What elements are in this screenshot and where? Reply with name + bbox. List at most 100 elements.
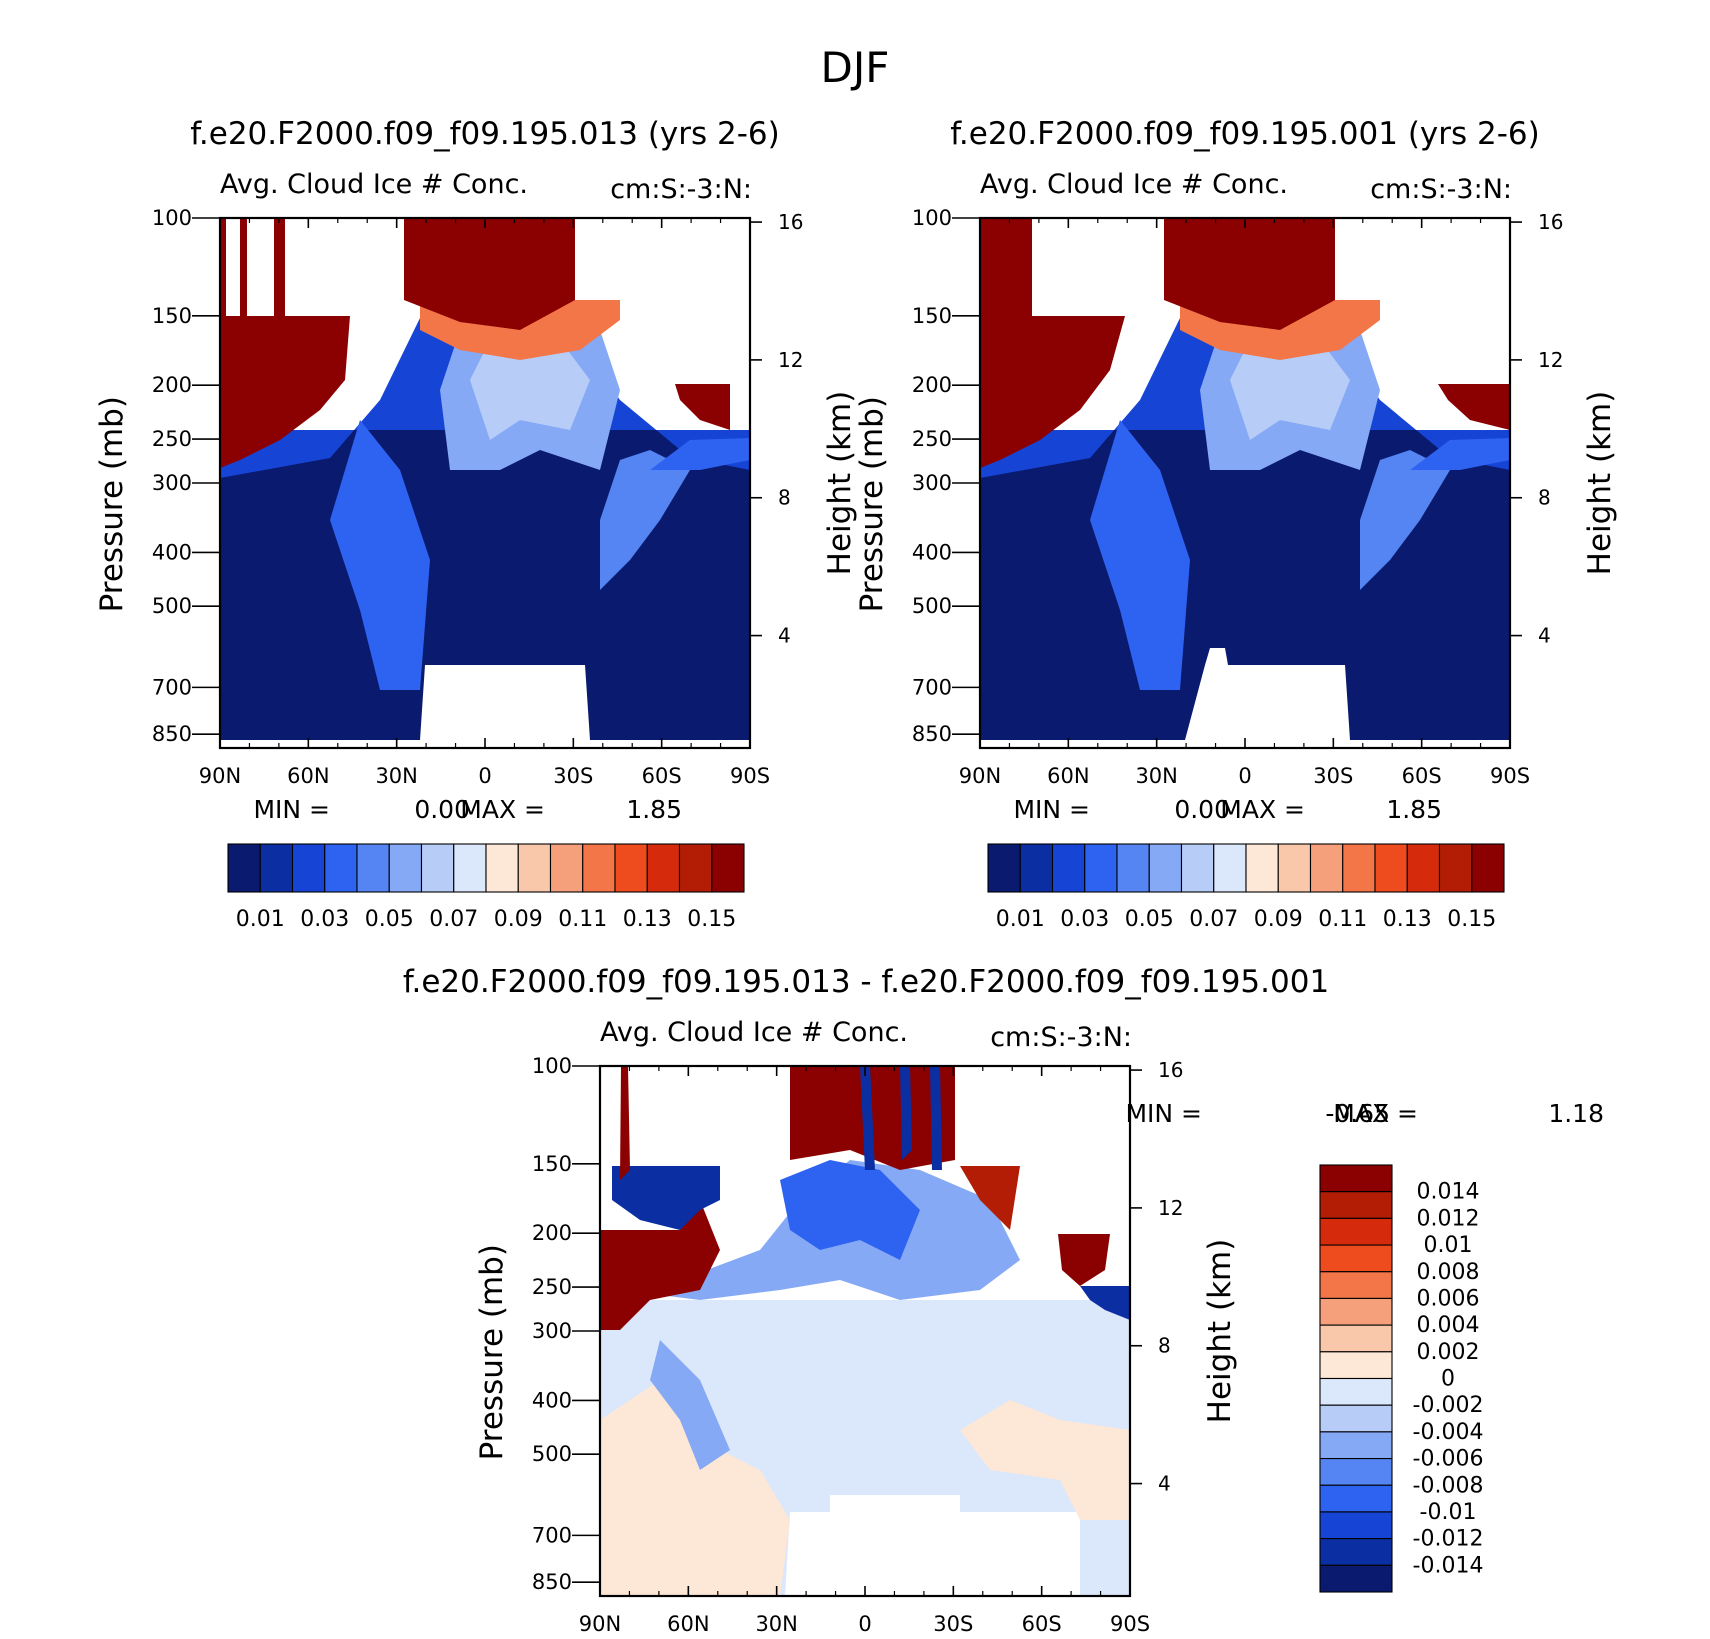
colorbar-swatch xyxy=(1342,843,1376,893)
colorbar-swatch xyxy=(1319,1217,1393,1246)
colorbar-label: 0.03 xyxy=(300,907,349,932)
min-label: MIN = xyxy=(1013,795,1090,824)
north-polar-cap xyxy=(980,218,1125,468)
colorbar-label: 0.15 xyxy=(687,907,736,932)
colorbar-swatch xyxy=(1116,843,1150,893)
south-polar-cap xyxy=(675,384,730,430)
colorbar-swatch xyxy=(1319,1564,1393,1593)
y-tick-label: 100 xyxy=(532,1054,572,1078)
y-tick-label: 200 xyxy=(152,373,192,397)
colorbar-swatch xyxy=(1319,1538,1393,1566)
x-tick-label: 0 xyxy=(478,764,491,788)
south-polar-mid xyxy=(1410,438,1510,470)
min-value: -0.65 xyxy=(1325,1099,1390,1128)
north-spike xyxy=(620,1066,630,1180)
right-string: cm:S:-3:N: xyxy=(1370,174,1512,205)
max-label: MAX = xyxy=(1220,795,1305,824)
colorbar-label: 0.014 xyxy=(1417,1180,1480,1205)
colorbar-swatch xyxy=(1319,1324,1393,1353)
colorbar-swatch xyxy=(259,843,294,893)
y-tick-label: 300 xyxy=(532,1319,572,1343)
y-tick-label: 250 xyxy=(152,427,192,451)
colorbar-swatch xyxy=(549,843,584,893)
south-tropical-red xyxy=(960,1166,1020,1230)
colorbar-swatch xyxy=(987,843,1021,893)
x-tick-label: 0 xyxy=(858,1612,871,1636)
colorbar-swatch xyxy=(356,843,390,893)
min-value: 0.00 xyxy=(414,795,470,824)
y-right-tick-label: 4 xyxy=(778,624,791,648)
x-tick-label: 90N xyxy=(959,764,1001,788)
y-tick-label: 850 xyxy=(152,722,192,746)
y-right-tick-label: 12 xyxy=(1158,1196,1183,1220)
colorbar-label: 0.01 xyxy=(236,907,285,932)
colorbar-swatch xyxy=(1319,1271,1393,1299)
colorbar-label: 0.004 xyxy=(1417,1313,1480,1338)
colorbar-label: 0 xyxy=(1441,1367,1455,1392)
y-right-axis-title: Height (km) xyxy=(1202,1239,1238,1424)
contour-fill xyxy=(220,218,750,748)
x-tick-label: 30S xyxy=(1313,764,1353,788)
x-tick-label: 30N xyxy=(755,1612,797,1636)
left-string: Avg. Cloud Ice # Conc. xyxy=(600,1017,908,1048)
colorbar-label: 0.01 xyxy=(1424,1233,1473,1258)
colorbar-swatch xyxy=(1319,1484,1393,1513)
tropical-cap-blue-streaks xyxy=(860,1066,942,1170)
colorbar-label: -0.008 xyxy=(1413,1473,1484,1498)
colorbar-swatch xyxy=(678,843,713,893)
x-tick-label: 30N xyxy=(375,764,417,788)
colorbar-swatch xyxy=(453,843,487,893)
south-polar-blue xyxy=(1080,1286,1130,1320)
pale-blue-core xyxy=(1230,340,1350,440)
right-string: cm:S:-3:N: xyxy=(990,1022,1132,1053)
x-tick-label: 60S xyxy=(1022,1612,1062,1636)
y-tick-label: 150 xyxy=(912,304,952,328)
y-axis-title: Pressure (mb) xyxy=(474,1244,510,1460)
colorbar-label: 0.008 xyxy=(1417,1260,1480,1285)
max-value: 1.85 xyxy=(1386,795,1442,824)
south-mid-blue-band xyxy=(1360,450,1450,590)
y-right-tick-label: 4 xyxy=(1538,624,1551,648)
max-label: MAX = xyxy=(460,795,545,824)
y-tick-label: 700 xyxy=(532,1523,572,1547)
left-string: Avg. Cloud Ice # Conc. xyxy=(220,169,528,200)
y-tick-label: 400 xyxy=(152,540,192,564)
y-right-tick-label: 16 xyxy=(778,210,803,234)
colorbar-swatch xyxy=(227,843,261,893)
north-polar-blue xyxy=(612,1166,720,1230)
y-tick-label: 300 xyxy=(152,471,192,495)
colorbar-swatch xyxy=(1051,843,1086,893)
colorbar-swatch xyxy=(1277,843,1312,893)
y-tick-label: 250 xyxy=(532,1275,572,1299)
x-tick-label: 60S xyxy=(642,764,682,788)
contour-fill xyxy=(600,1066,1130,1596)
colorbar-label: -0.002 xyxy=(1413,1393,1484,1418)
colorbar-swatch xyxy=(291,843,326,893)
y-tick-label: 700 xyxy=(152,675,192,699)
x-tick-label: 90N xyxy=(579,1612,621,1636)
colorbar-label: -0.004 xyxy=(1413,1420,1484,1445)
colorbar-swatch xyxy=(1319,1511,1393,1540)
colorbar-label: 0.11 xyxy=(1318,907,1367,932)
colorbar-label: -0.006 xyxy=(1413,1447,1484,1472)
y-right-tick-label: 16 xyxy=(1158,1058,1183,1082)
lower-blue-blob xyxy=(650,1340,730,1470)
y-tick-label: 150 xyxy=(532,1152,572,1176)
y-tick-label: 500 xyxy=(912,594,952,618)
mid-blue-band xyxy=(1090,420,1190,690)
colorbar-label: 0.03 xyxy=(1060,907,1109,932)
y-axis-title: Pressure (mb) xyxy=(854,396,890,612)
y-right-axis-title: Height (km) xyxy=(822,391,858,576)
colorbar-swatch xyxy=(1319,1244,1393,1273)
colorbar-swatch xyxy=(1319,1458,1393,1486)
left-string: Avg. Cloud Ice # Conc. xyxy=(980,169,1288,200)
panel-diff: f.e20.F2000.f09_f09.195.013 - f.e20.F200… xyxy=(403,964,1329,1596)
x-tick-label: 60N xyxy=(1047,764,1089,788)
colorbar: 0.0140.0120.010.0080.0060.0040.0020-0.00… xyxy=(1319,1164,1484,1593)
colorbar-swatch xyxy=(324,843,358,893)
y-tick-label: 500 xyxy=(152,594,192,618)
colorbar: 0.01 0.03 0.05 0.07 0.09 0.11 0.13 0.15 xyxy=(227,843,745,932)
colorbar-swatch xyxy=(1084,843,1118,893)
x-tick-label: 30S xyxy=(933,1612,973,1636)
colorbar-swatch xyxy=(388,843,423,893)
